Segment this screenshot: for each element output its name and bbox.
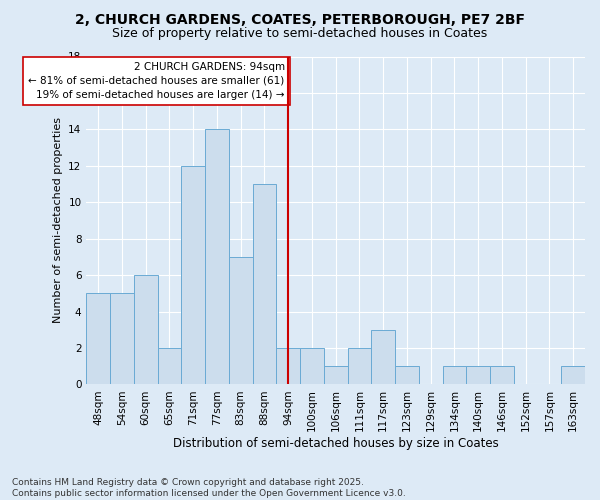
Bar: [347, 348, 371, 385]
Bar: [395, 366, 419, 384]
Bar: [490, 366, 514, 384]
Text: Contains HM Land Registry data © Crown copyright and database right 2025.
Contai: Contains HM Land Registry data © Crown c…: [12, 478, 406, 498]
Bar: [134, 275, 158, 384]
Bar: [300, 348, 324, 385]
Bar: [324, 366, 347, 384]
Text: 2 CHURCH GARDENS: 94sqm
← 81% of semi-detached houses are smaller (61)
19% of se: 2 CHURCH GARDENS: 94sqm ← 81% of semi-de…: [28, 62, 284, 100]
Bar: [277, 348, 300, 385]
Bar: [110, 294, 134, 384]
X-axis label: Distribution of semi-detached houses by size in Coates: Distribution of semi-detached houses by …: [173, 437, 499, 450]
Bar: [561, 366, 585, 384]
Bar: [371, 330, 395, 384]
Y-axis label: Number of semi-detached properties: Number of semi-detached properties: [53, 118, 62, 324]
Bar: [443, 366, 466, 384]
Bar: [205, 130, 229, 384]
Text: 2, CHURCH GARDENS, COATES, PETERBOROUGH, PE7 2BF: 2, CHURCH GARDENS, COATES, PETERBOROUGH,…: [75, 12, 525, 26]
Bar: [158, 348, 181, 385]
Bar: [466, 366, 490, 384]
Bar: [86, 294, 110, 384]
Bar: [181, 166, 205, 384]
Text: Size of property relative to semi-detached houses in Coates: Size of property relative to semi-detach…: [112, 28, 488, 40]
Bar: [253, 184, 277, 384]
Bar: [229, 257, 253, 384]
